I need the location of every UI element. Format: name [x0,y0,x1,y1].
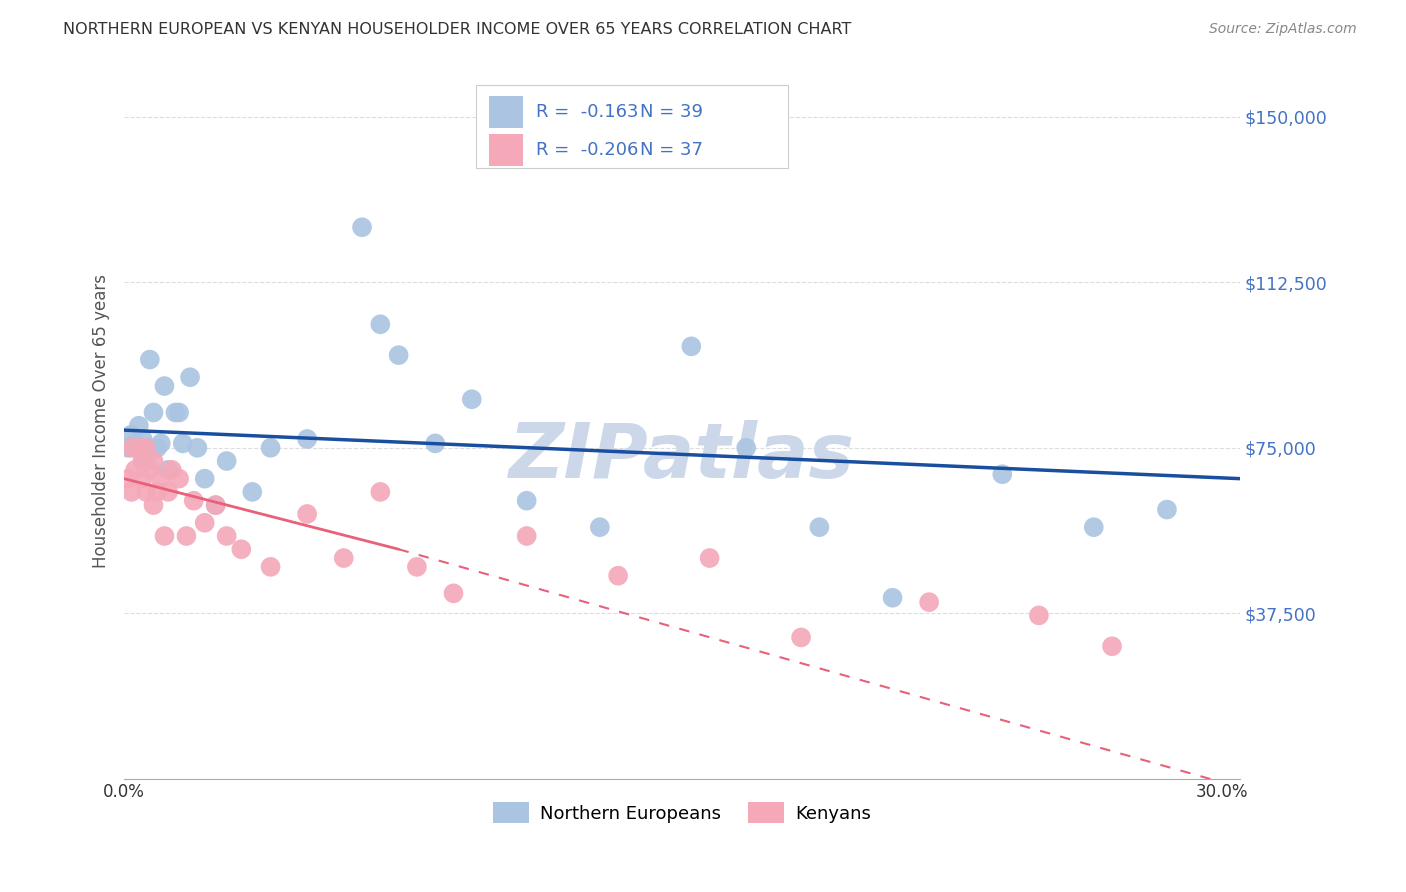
Point [681,339,703,353]
Point [121,427,143,442]
Point [142,454,165,468]
Point [204,498,226,512]
Text: R =  -0.163: R = -0.163 [536,103,638,120]
Point [153,379,176,393]
Point [699,551,721,566]
FancyBboxPatch shape [475,86,789,168]
Point [139,445,162,459]
Point [735,441,758,455]
Point [332,551,354,566]
Point [146,484,169,499]
Point [124,436,146,450]
Point [135,441,157,455]
Point [240,484,263,499]
Point [204,498,226,512]
Point [157,484,180,499]
Point [231,542,253,557]
Point [117,472,139,486]
Point [991,467,1014,482]
Text: NORTHERN EUROPEAN VS KENYAN HOUSEHOLDER INCOME OVER 65 YEARS CORRELATION CHART: NORTHERN EUROPEAN VS KENYAN HOUSEHOLDER … [63,22,852,37]
Point [131,454,153,468]
Point [194,472,217,486]
Point [135,484,157,499]
Point [388,348,411,362]
Point [516,493,538,508]
Point [295,507,318,521]
Point [124,463,146,477]
Point [131,450,153,464]
Point [121,484,143,499]
Point [176,529,198,543]
Point [121,441,143,455]
Point [172,436,194,450]
Point [165,405,187,419]
Point [131,432,153,446]
Point [790,631,813,645]
Point [139,352,162,367]
Point [167,472,190,486]
Point [350,220,373,235]
Point [1101,640,1123,654]
Text: Source: ZipAtlas.com: Source: ZipAtlas.com [1209,22,1357,37]
Point [295,432,318,446]
Point [131,472,153,486]
Point [135,441,157,455]
Legend: Northern Europeans, Kenyans: Northern Europeans, Kenyans [486,795,879,830]
Point [128,441,150,455]
Point [179,370,201,384]
Point [589,520,612,534]
Point [461,392,484,407]
Point [607,568,630,582]
Point [186,441,208,455]
Point [215,529,238,543]
Text: N = 37: N = 37 [640,141,703,159]
Point [443,586,465,600]
Y-axis label: Householder Income Over 65 years: Householder Income Over 65 years [93,275,110,568]
Point [425,436,447,450]
Point [882,591,904,605]
Point [516,529,538,543]
Point [808,520,831,534]
Text: N = 39: N = 39 [640,103,703,120]
Point [153,529,176,543]
Point [370,318,392,332]
Point [183,493,205,508]
Point [1028,608,1050,623]
Point [142,498,165,512]
Point [406,560,429,574]
Point [139,463,162,477]
Point [167,405,190,419]
Point [370,484,392,499]
Point [1083,520,1105,534]
Point [146,441,169,455]
Point [160,463,183,477]
Point [149,436,172,450]
Point [194,516,217,530]
Point [259,441,281,455]
Point [149,472,172,486]
FancyBboxPatch shape [489,95,523,128]
Point [259,560,281,574]
FancyBboxPatch shape [489,134,523,166]
Point [142,405,165,419]
Text: R =  -0.206: R = -0.206 [536,141,638,159]
Text: ZIPatlas: ZIPatlas [509,420,855,494]
Point [215,454,238,468]
Point [918,595,941,609]
Point [117,441,139,455]
Point [1156,502,1178,516]
Point [157,463,180,477]
Point [128,418,150,433]
